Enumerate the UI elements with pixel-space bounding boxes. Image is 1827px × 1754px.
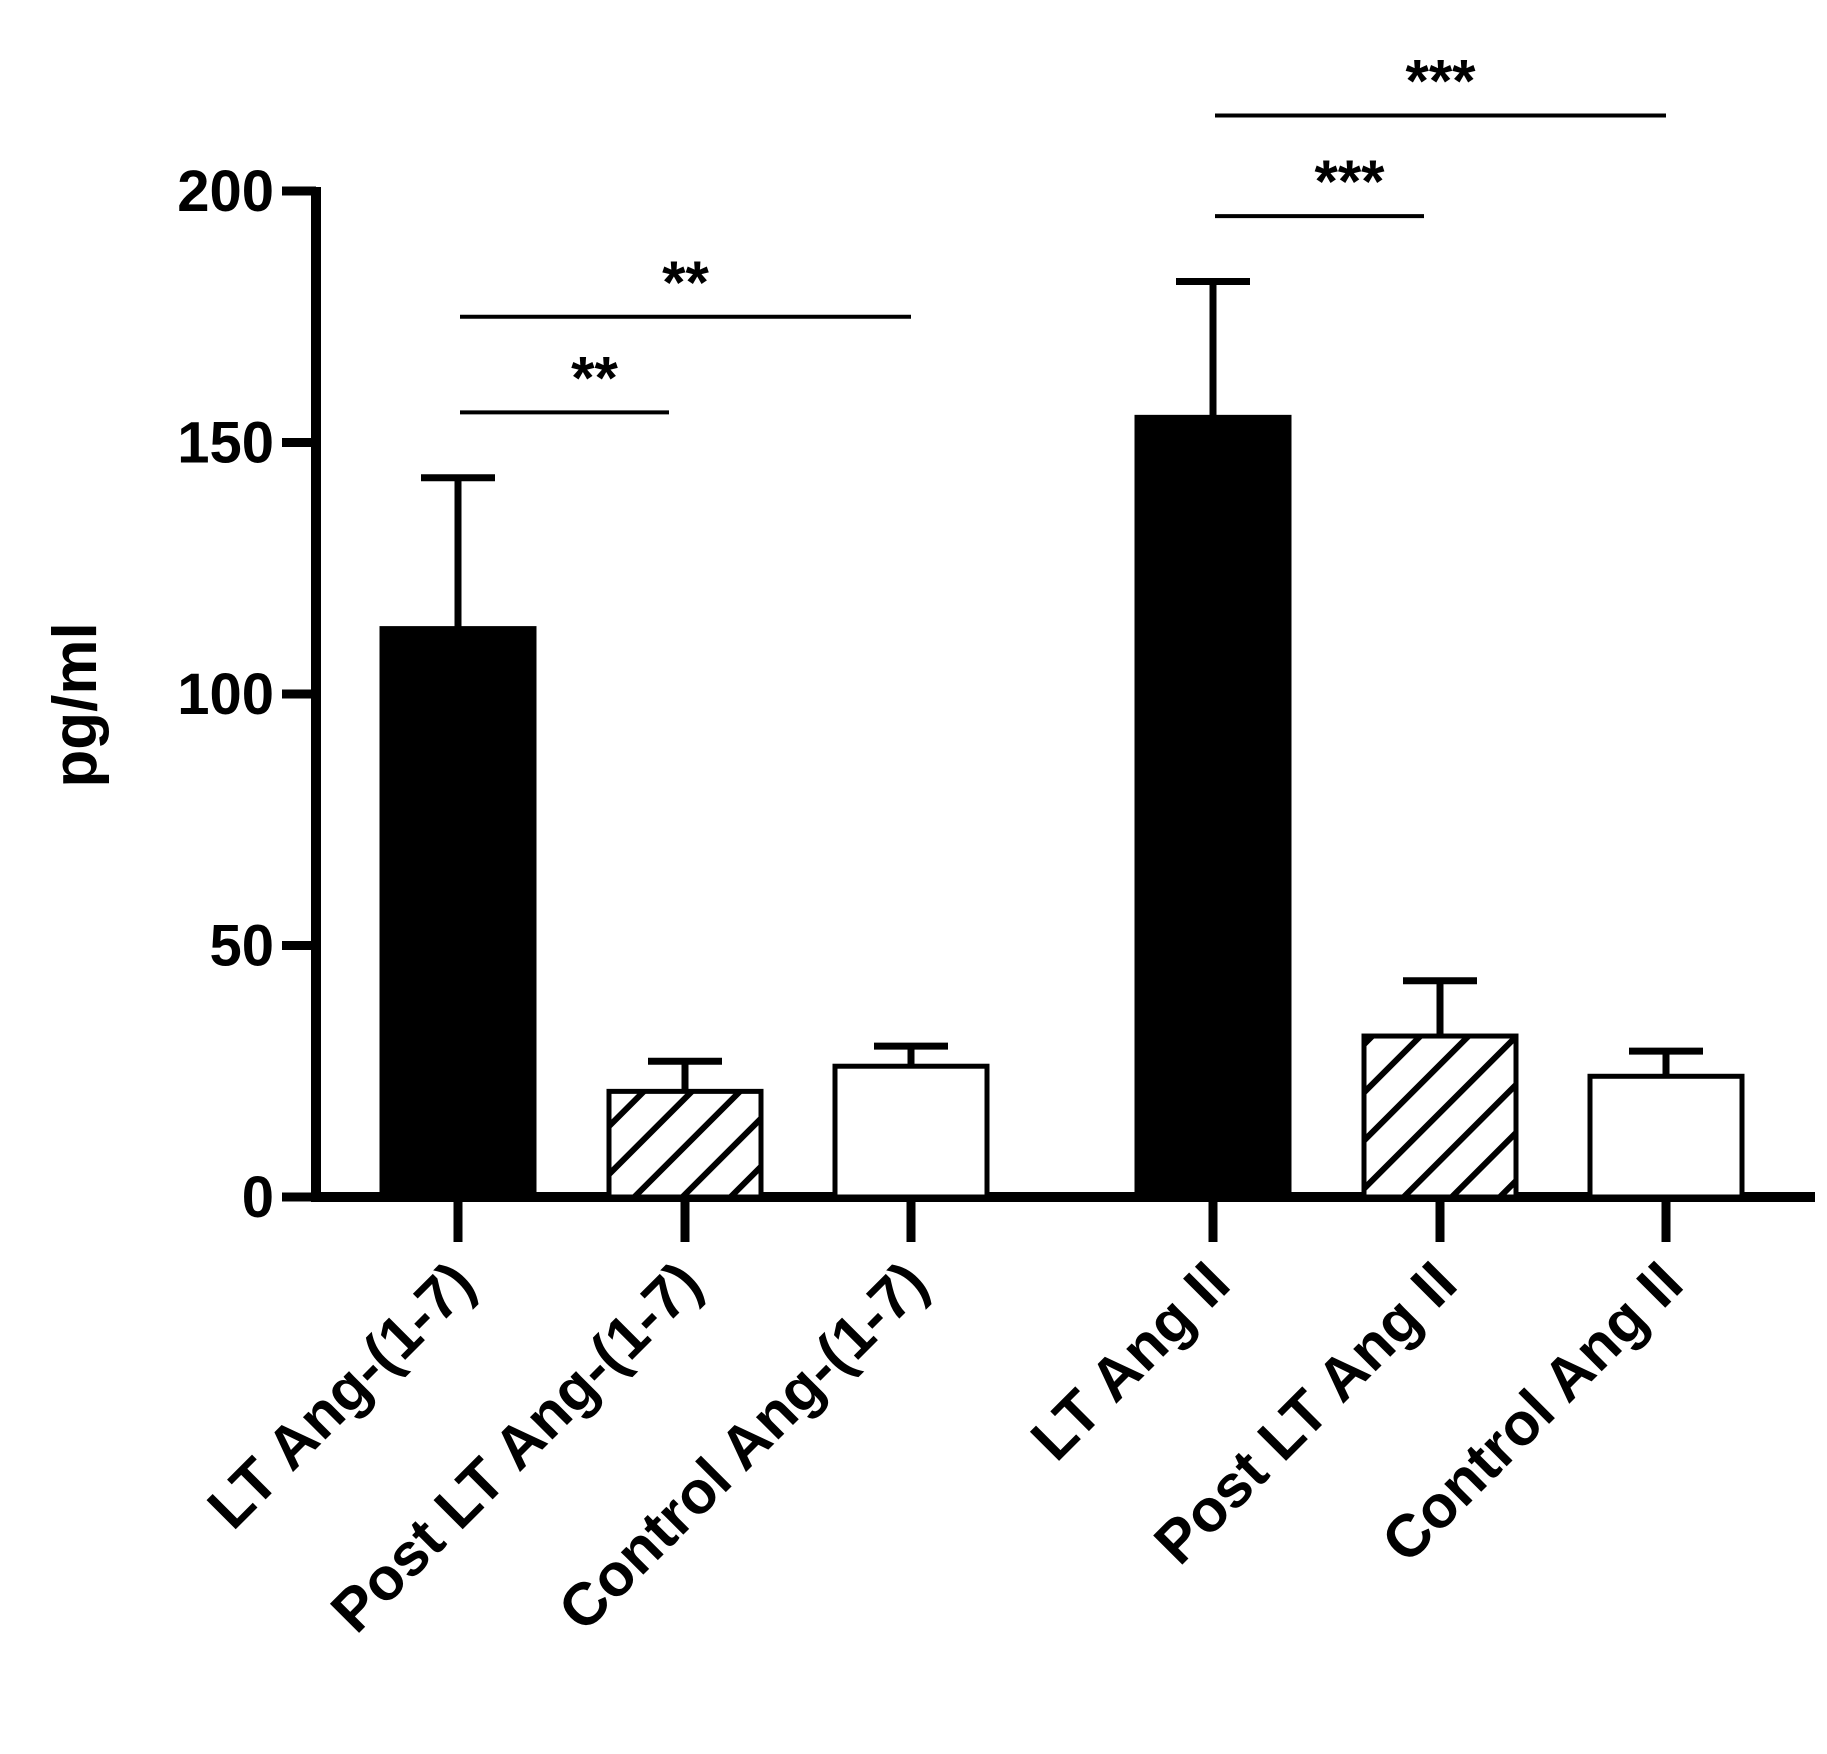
y-tick-label: 150 bbox=[177, 411, 274, 476]
significance-label: *** bbox=[1314, 148, 1385, 215]
bar bbox=[1361, 1033, 1519, 1200]
bar bbox=[1134, 414, 1292, 1200]
y-tick-label: 100 bbox=[177, 662, 274, 727]
significance-label: ** bbox=[662, 249, 709, 316]
y-axis-title: pg/ml bbox=[41, 622, 110, 787]
bar bbox=[832, 1063, 990, 1200]
x-tick-label: Post LT Ang-(1-7) bbox=[318, 1249, 714, 1645]
significance-label: *** bbox=[1405, 48, 1476, 115]
bar bbox=[1587, 1073, 1745, 1200]
x-tick-label: Control Ang-(1-7) bbox=[546, 1249, 941, 1644]
bar bbox=[606, 1088, 764, 1200]
y-tick-label: 200 bbox=[177, 159, 274, 224]
y-tick-label: 0 bbox=[242, 1165, 274, 1230]
x-tick-label: LT Ang II bbox=[1018, 1249, 1242, 1473]
significance-label: ** bbox=[571, 344, 618, 411]
y-tick-label: 50 bbox=[209, 914, 274, 979]
bar bbox=[379, 626, 537, 1200]
